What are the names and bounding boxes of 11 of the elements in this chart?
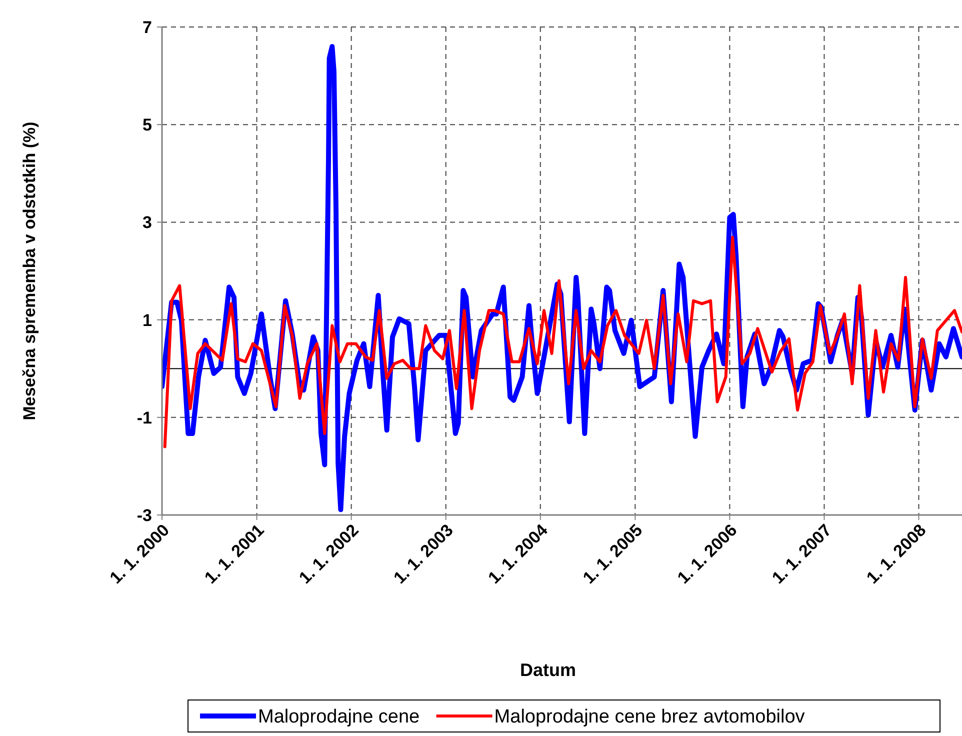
legend-label: Maloprodajne cene — [258, 706, 420, 728]
y-tick-label: -3 — [136, 506, 152, 525]
y-tick-label: 5 — [142, 116, 152, 135]
legend-label: Maloprodajne cene brez avtomobilov — [494, 706, 806, 728]
y-tick-label: 1 — [142, 310, 152, 330]
y-tick-label: 3 — [142, 213, 152, 232]
line-series — [163, 236, 962, 448]
y-tick-label: -1 — [136, 408, 152, 428]
y-axis-title: Mesečna sprememba v odstotkih (%) — [20, 122, 39, 420]
x-axis-title: Datum — [520, 660, 576, 680]
y-tick-label: 7 — [142, 18, 152, 37]
